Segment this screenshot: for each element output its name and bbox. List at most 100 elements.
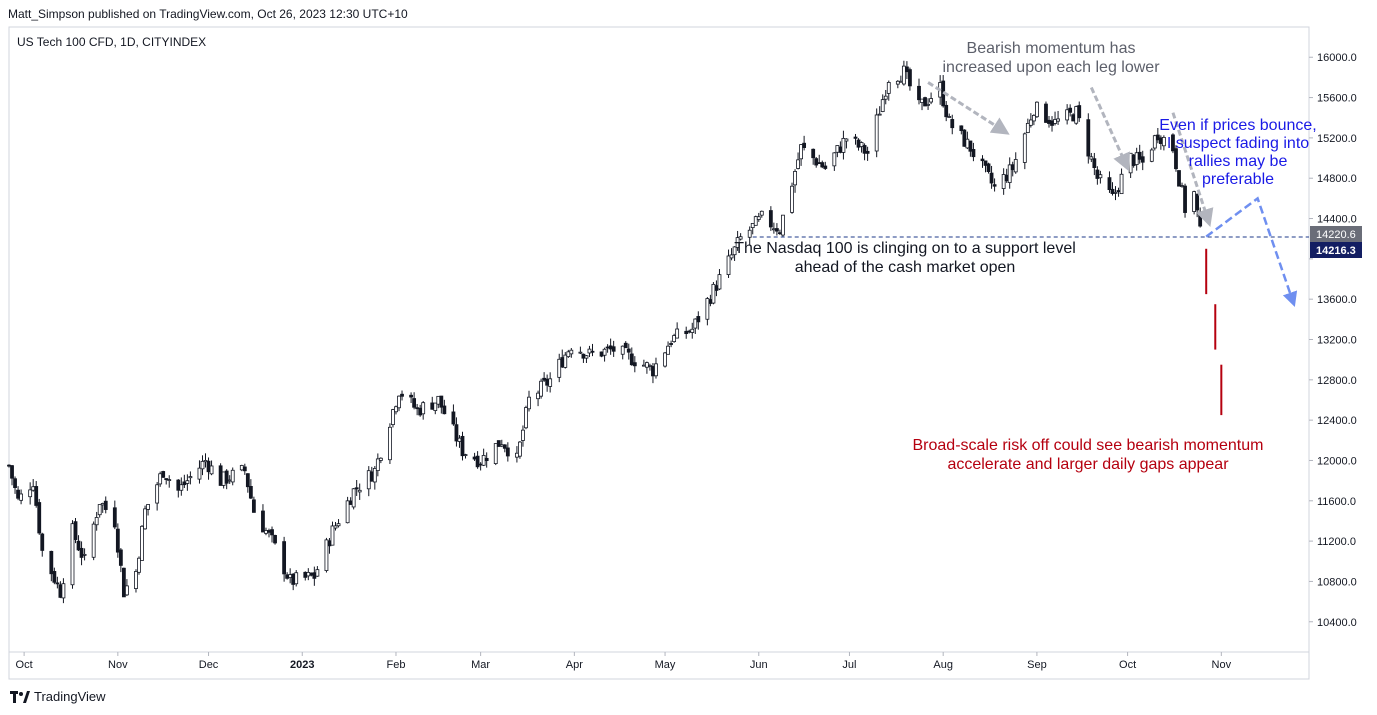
candle-body [378, 457, 383, 461]
candle-body [542, 377, 547, 381]
candle-body [578, 351, 583, 354]
annotations-layer [752, 81, 1309, 416]
candle-body [768, 210, 773, 228]
candle-body [1089, 156, 1094, 160]
candle-body [1056, 118, 1060, 122]
candle-body [1031, 114, 1036, 122]
y-tick-label: 13600.0 [1317, 294, 1357, 306]
candle-body [1095, 169, 1100, 179]
candle-body [451, 411, 456, 425]
candle-body [40, 533, 45, 551]
candle-body [391, 409, 395, 426]
x-tick-label: Mar [471, 659, 490, 671]
tradingview-logo-icon [10, 690, 30, 703]
candle-body [125, 585, 129, 596]
candle-body [1044, 103, 1048, 123]
candle-body [34, 486, 39, 506]
candle-body [862, 145, 867, 154]
candle-body [478, 463, 483, 466]
candle-body [708, 299, 713, 304]
candle-body [1107, 177, 1112, 191]
annotation-fading-line-4: preferable [1202, 171, 1274, 188]
y-tick-label: 11200.0 [1317, 536, 1356, 548]
candle-body [264, 530, 268, 534]
candle-body [330, 525, 335, 546]
candle-body [917, 85, 921, 101]
candle-body [539, 380, 543, 397]
annotation-support-line-2: ahead of the cash market open [795, 259, 1016, 276]
candle-body [844, 138, 849, 142]
candle-body [781, 214, 785, 236]
candle-body [986, 163, 991, 173]
candle-body [729, 254, 734, 259]
candle-body [971, 149, 976, 158]
candle-body [19, 493, 23, 501]
x-tick-label: 2023 [290, 659, 314, 671]
candle-body [905, 66, 909, 73]
candle-body [1047, 119, 1051, 124]
candle-body [161, 471, 166, 478]
candle-body [898, 80, 903, 83]
candle-body [759, 210, 764, 216]
candle-body [515, 452, 519, 458]
candle-body [992, 184, 997, 187]
candle-body [121, 567, 126, 598]
candle-body [717, 274, 722, 290]
candle-body [1092, 158, 1097, 169]
candle-body [457, 437, 462, 442]
price-axis[interactable]: 10400.0 10800.0 11200.0 11600.0 12000.0 12400… [1309, 52, 1357, 629]
candle-body [654, 363, 658, 377]
candle-body [1177, 170, 1181, 187]
candle-body [753, 216, 758, 226]
candle-body [409, 394, 413, 398]
candle-body [587, 348, 592, 354]
candle-body [375, 458, 380, 472]
candle-body [524, 407, 528, 429]
candle-body [366, 470, 371, 490]
annotation-fading-line-1: Even if prices bounce, [1159, 117, 1316, 134]
candle-body [291, 573, 296, 585]
candle-body [841, 137, 846, 153]
candle-body [747, 229, 752, 238]
candle-body [400, 393, 404, 397]
candle-body [793, 171, 797, 186]
candle-body [799, 144, 803, 160]
candle-body [348, 500, 353, 505]
candle-body [454, 424, 459, 442]
candle-body [239, 465, 244, 471]
plot-border [8, 26, 1310, 680]
candle-body [527, 396, 531, 410]
candle-body [351, 488, 356, 508]
candle-body [950, 119, 955, 129]
candle-body [1152, 135, 1157, 149]
candle-body [874, 114, 879, 152]
x-tick-label: Jun [750, 659, 768, 671]
candle-body [611, 346, 616, 352]
x-tick-label: Oct [1119, 659, 1136, 671]
candle-body [626, 348, 631, 353]
candle-body [412, 398, 417, 408]
candle-body [115, 528, 120, 553]
candle-body [472, 456, 477, 460]
candle-body [623, 342, 628, 349]
candle-body [605, 346, 610, 349]
last-price-label: 14220.6 [1316, 229, 1356, 241]
candle-body [796, 159, 800, 169]
annotation-bearish-line-1: Bearish momentum has [967, 40, 1136, 57]
candle-body [28, 489, 33, 498]
candle-body [1098, 174, 1103, 179]
candle-body [823, 165, 828, 169]
candle-body [242, 466, 247, 472]
candle-body [641, 364, 646, 367]
candle-body [369, 471, 374, 482]
candle-body [814, 158, 819, 166]
candle-body [433, 402, 438, 411]
candle-body [790, 185, 794, 213]
time-axis[interactable]: Oct Nov Dec 2023 Feb Mar Apr May Jun Jul Aug Sep Oct… [16, 652, 1232, 671]
candle-body [1158, 137, 1163, 144]
tradingview-footer[interactable]: TradingView [10, 689, 106, 704]
candle-body [563, 354, 568, 368]
candle-body [97, 504, 102, 516]
candle-body [756, 216, 761, 220]
